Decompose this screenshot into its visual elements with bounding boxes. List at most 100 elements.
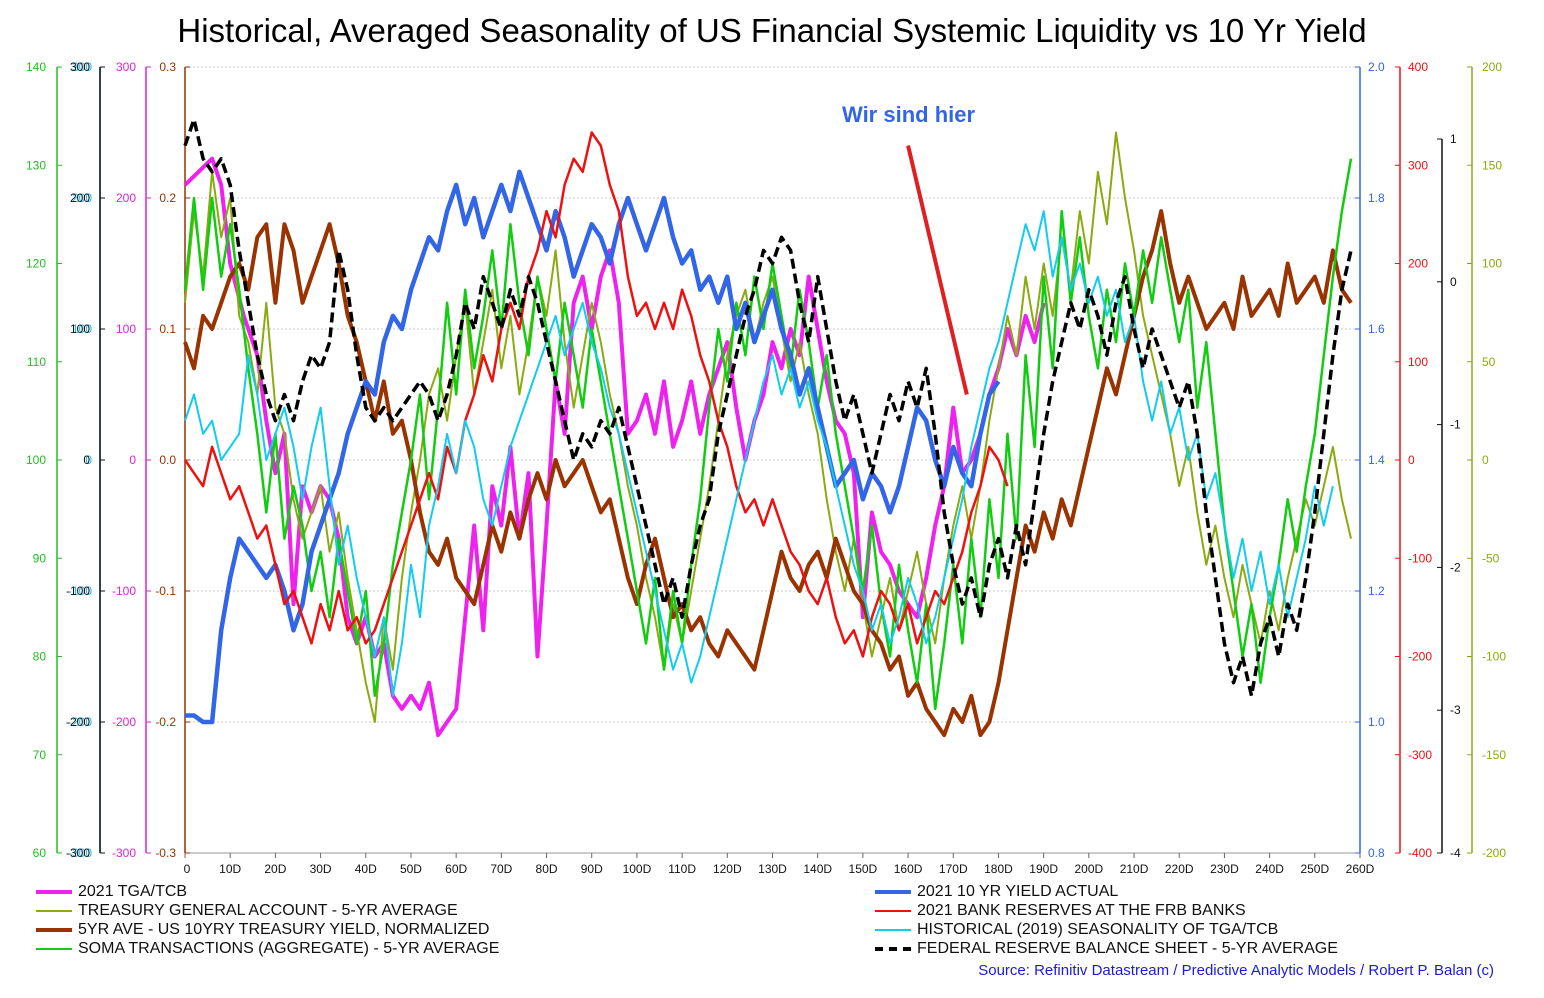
x-tick-label: 110D (668, 862, 696, 876)
y-tick-label: 100 (70, 322, 90, 336)
y-tick-label: -4 (1450, 846, 1461, 860)
legend-swatch (36, 927, 72, 932)
legend-label: TREASURY GENERAL ACCOUNT - 5-YR AVERAGE (78, 902, 458, 919)
y-tick-label: 100 (26, 453, 46, 467)
legend-item: HISTORICAL (2019) SEASONALITY OF TGA/TCB (875, 920, 1338, 939)
legend-label: 5YR AVE - US 10YRY TREASURY YIELD, NORMA… (78, 921, 490, 938)
legend-item: FEDERAL RESERVE BALANCE SHEET - 5-YR AVE… (875, 939, 1338, 958)
axes: 0 10D 20D 30D 40D 50D 60D 70D 80D 90D 100D 110D 120D… (26, 60, 1506, 876)
series-line (183, 117, 1353, 698)
legend-swatch (875, 889, 911, 894)
x-tick-label: 10D (219, 862, 241, 876)
y-tick-label: 300 (72, 60, 92, 74)
y-tick-label: -3 (1450, 703, 1461, 717)
legend-label: 2021 10 YR YIELD ACTUAL (917, 883, 1119, 900)
x-tick-label: 140D (803, 862, 832, 876)
y-tick-label: 2.0 (1368, 60, 1385, 74)
y-tick-label: 1.2 (1368, 584, 1385, 598)
y-tick-label: -0.3 (155, 846, 176, 860)
x-tick-label: 70D (490, 862, 512, 876)
legend-label: HISTORICAL (2019) SEASONALITY OF TGA/TCB (917, 921, 1279, 938)
y-tick-label: -200 (112, 715, 136, 729)
y-tick-label: 1.0 (1368, 715, 1385, 729)
legend-item: SOMA TRANSACTIONS (AGGREGATE) - 5-YR AVE… (36, 939, 499, 958)
y-tick-label: 100 (1482, 257, 1502, 271)
y-tick-label: 200 (70, 191, 90, 205)
x-tick-label: 190D (1029, 862, 1058, 876)
y-tick-label: 0.3 (159, 60, 176, 74)
legend-item: 2021 10 YR YIELD ACTUAL (875, 882, 1338, 901)
y-tick-label: -0.1 (155, 584, 176, 598)
x-tick-label: 220D (1165, 862, 1194, 876)
y-tick-label: 0 (1482, 453, 1489, 467)
y-tick-label: 300 (116, 60, 136, 74)
y-tick-label: -200 (1408, 650, 1432, 664)
y-tick-label: 90 (33, 551, 47, 565)
y-tick-label: 150 (1482, 158, 1502, 172)
y-tick-label: 300 (1408, 158, 1428, 172)
legend-label: 2021 TGA/TCB (78, 883, 188, 900)
arrow-line (906, 145, 969, 395)
x-tick-label: 80D (536, 862, 558, 876)
legend-swatch (36, 947, 72, 950)
x-tick-label: 40D (355, 862, 377, 876)
y-tick-label: -2 (1450, 560, 1461, 574)
y-tick-label: 0.0 (159, 453, 176, 467)
y-tick-label: -100 (112, 584, 136, 598)
x-tick-label: 0 (184, 862, 191, 876)
x-tick-label: 210D (1120, 862, 1149, 876)
legend-right: 2021 10 YR YIELD ACTUAL 2021 BANK RESERV… (875, 882, 1338, 958)
y-tick-label: -300 (1408, 748, 1432, 762)
y-tick-label: 200 (1482, 60, 1502, 74)
x-tick-label: 160D (894, 862, 923, 876)
x-tick-label: 230D (1210, 862, 1239, 876)
y-tick-label: -200 (68, 715, 92, 729)
y-tick-label: 1.8 (1368, 191, 1385, 205)
y-tick-label: 200 (72, 191, 92, 205)
grid (185, 66, 1360, 854)
y-tick-label: 0 (129, 453, 136, 467)
x-tick-label: 50D (400, 862, 422, 876)
legend-label: SOMA TRANSACTIONS (AGGREGATE) - 5-YR AVE… (78, 940, 500, 957)
x-tick-label: 60D (445, 862, 467, 876)
y-tick-label: 1.6 (1368, 322, 1385, 336)
legend-swatch (36, 909, 72, 912)
annotation-arrow (906, 145, 969, 395)
y-tick-label: -100 (66, 584, 90, 598)
y-tick-label: -100 (1482, 650, 1506, 664)
y-tick-label: 0.8 (1368, 846, 1385, 860)
x-tick-label: 100D (623, 862, 652, 876)
series-line (184, 210, 1334, 697)
series-line (183, 209, 1353, 738)
y-tick-label: 0 (83, 453, 90, 467)
legend-item: TREASURY GENERAL ACCOUNT - 5-YR AVERAGE (36, 901, 499, 920)
y-tick-label: 0 (1408, 453, 1415, 467)
y-tick-label: 100 (72, 322, 92, 336)
legend-swatch (875, 909, 911, 912)
legend-swatch (875, 946, 911, 951)
y-tick-label: 70 (33, 748, 47, 762)
y-tick-label: -50 (1482, 551, 1500, 565)
series-lines (183, 117, 1353, 738)
y-tick-label: 110 (27, 355, 46, 369)
y-tick-label: 200 (1408, 257, 1428, 271)
y-tick-label: -400 (1408, 846, 1432, 860)
y-tick-label: 130 (26, 158, 46, 172)
series-line (185, 169, 1001, 725)
legend-item: 2021 BANK RESERVES AT THE FRB BANKS (875, 901, 1338, 920)
y-tick-label: -1 (1450, 418, 1461, 432)
y-tick-label: -300 (66, 846, 90, 860)
y-tick-label: -150 (1482, 748, 1506, 762)
x-tick-label: 30D (310, 862, 332, 876)
y-tick-label: 100 (1408, 355, 1428, 369)
y-tick-label: -300 (112, 846, 136, 860)
y-tick-label: -100 (1408, 551, 1432, 565)
y-tick-label: 140 (26, 60, 46, 74)
legend-swatch (875, 928, 911, 931)
y-tick-label: 50 (1482, 355, 1496, 369)
legend-item: 5YR AVE - US 10YRY TREASURY YIELD, NORMA… (36, 920, 499, 939)
x-tick-label: 130D (758, 862, 787, 876)
legend-item: 2021 TGA/TCB (36, 882, 499, 901)
y-tick-label: 400 (1408, 60, 1428, 74)
